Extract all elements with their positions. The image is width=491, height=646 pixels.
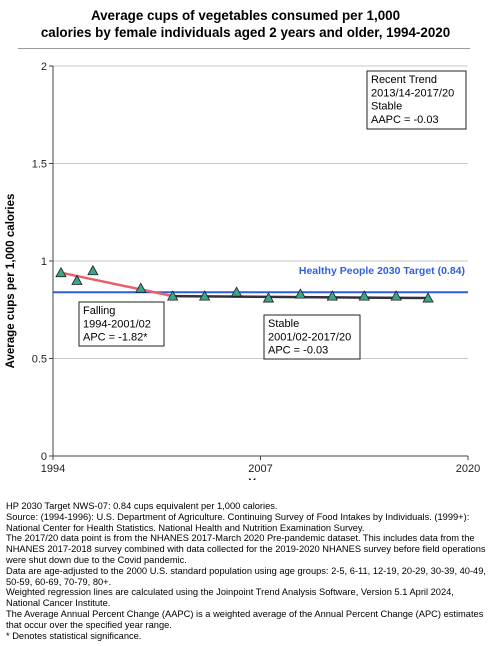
target-label: Healthy People 2030 Target (0.84) — [299, 265, 465, 277]
data-point — [230, 286, 243, 297]
annotation-text: Stable — [371, 101, 402, 113]
y-tick-label: 0.5 — [32, 354, 47, 366]
annotation-text: 2013/14-2017/20 — [371, 87, 454, 99]
data-point — [294, 288, 307, 299]
axes — [49, 65, 469, 460]
annotation-box — [78, 301, 165, 347]
footnote-joinpoint: Weighted regression lines are calculated… — [6, 587, 457, 609]
data-point — [262, 292, 275, 303]
target-line-group: Healthy People 2030 Target (0.84) — [53, 265, 468, 294]
chart-title-line-1: Average cups of vegetables consumed per … — [90, 8, 401, 23]
data-point — [422, 292, 434, 303]
trend-chart: 0 0.5 1 1.5 2 1994 2007 2020 Healthy People 203… — [5, 61, 481, 480]
data-point — [326, 290, 339, 301]
chart-title: Average cups of vegetables consumed per … — [0, 7, 491, 41]
annotation-text: AAPC = -0.03 — [371, 114, 439, 126]
annotation-text: 1994-2001/02 — [83, 318, 151, 330]
footnote-significance: * Denotes statistical significance. — [6, 630, 142, 641]
annotation-text: Stable — [268, 318, 299, 330]
y-tick-label: 1 — [41, 256, 47, 268]
trend-line-falling — [60, 271, 173, 298]
annotation-box — [366, 70, 467, 130]
y-axis-label: Average cups per 1,000 calories — [5, 194, 17, 369]
annotation-text: Recent Trend — [371, 74, 437, 86]
annotation-text: APC = -1.82* — [83, 332, 148, 344]
x-tick-label: 2020 — [456, 463, 480, 475]
annotation-text: 2001/02-2017/20 — [268, 331, 351, 343]
data-point — [198, 290, 211, 301]
footnote-age-adjusted: Data are age-adjusted to the 2000 U.S. s… — [6, 565, 489, 587]
footnotes: HP 2030 Target NWS-07: 0.84 cups equival… — [6, 501, 488, 641]
tick-labels: 0 0.5 1 1.5 2 1994 2007 2020 — [32, 61, 481, 475]
footnote-source: Source: (1994-1996): U.S. Department of … — [6, 511, 472, 533]
footnote-2017-20-data: The 2017/20 data point is from the NHANE… — [6, 533, 489, 565]
footnote-target: HP 2030 Target NWS-07: 0.84 cups equival… — [6, 501, 278, 511]
y-tick-label: 1.5 — [32, 159, 47, 171]
data-points — [55, 264, 434, 303]
chart-title-line-2: calories by female individuals aged 2 ye… — [40, 25, 451, 40]
annotation-text: Falling — [83, 305, 115, 317]
annotation-box — [263, 314, 361, 360]
x-axis-label: Year — [248, 478, 273, 480]
title-divider — [18, 48, 470, 49]
y-tick-label: 2 — [41, 61, 47, 73]
data-point — [87, 264, 99, 276]
x-tick-label: 2007 — [248, 463, 272, 475]
grid-lines — [53, 65, 468, 359]
data-point — [167, 290, 179, 301]
data-point — [135, 282, 147, 293]
footnote-aapc: The Average Annual Percent Change (AAPC)… — [6, 608, 486, 630]
data-point — [358, 290, 370, 301]
y-tick-label: 0 — [41, 451, 47, 463]
annotation-text: APC = -0.03 — [268, 345, 328, 357]
data-point — [390, 290, 402, 301]
data-point — [55, 266, 67, 278]
data-point — [71, 274, 83, 285]
x-tick-label: 1994 — [41, 463, 65, 475]
